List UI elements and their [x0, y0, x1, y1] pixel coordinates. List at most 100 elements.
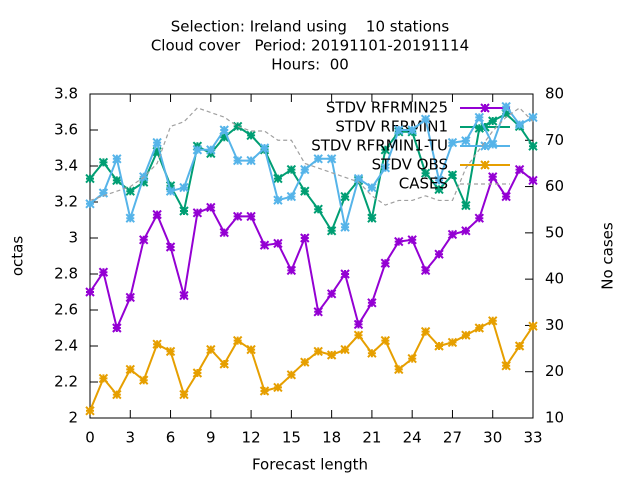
y-tick-label: 3.6 — [54, 121, 78, 139]
legend-label: STDV RFRMIN1-TU — [311, 137, 448, 155]
data-point — [326, 289, 337, 299]
data-point — [461, 330, 471, 340]
data-point — [461, 136, 471, 146]
data-point — [219, 132, 229, 142]
data-point — [313, 204, 323, 214]
data-point — [434, 341, 444, 351]
series-line — [89, 104, 534, 228]
data-point — [461, 226, 471, 236]
data-point — [380, 335, 391, 346]
data-point — [528, 112, 538, 123]
data-point — [85, 287, 95, 297]
data-point — [420, 114, 431, 124]
x-tick-label: 33 — [523, 429, 542, 447]
legend-marker — [480, 160, 490, 170]
data-point — [125, 292, 135, 303]
y2-tick-label: 40 — [545, 270, 564, 288]
data-point — [514, 164, 525, 175]
data-point — [85, 199, 95, 209]
chart-title: Selection: Ireland using 10 stations — [171, 18, 450, 36]
data-point — [179, 389, 189, 400]
data-point — [434, 184, 444, 195]
x-tick-label: 27 — [443, 429, 462, 447]
x-tick-label: 6 — [166, 429, 176, 447]
y-tick-label: 2.4 — [54, 337, 78, 355]
data-point — [488, 316, 498, 326]
series-line — [89, 319, 534, 412]
data-point — [326, 154, 337, 164]
legend-label: STDV RFRMIN1 — [335, 118, 448, 136]
series-line — [89, 168, 534, 332]
data-point — [394, 364, 404, 375]
data-point — [407, 235, 417, 245]
data-point — [340, 269, 350, 279]
data-point — [514, 119, 525, 130]
x-axis-label: Forecast length — [252, 456, 368, 474]
series-line — [89, 107, 534, 206]
data-point — [313, 307, 323, 317]
data-point — [514, 341, 525, 351]
data-point — [367, 182, 377, 193]
data-point — [85, 406, 95, 416]
data-point — [286, 370, 297, 380]
data-point — [447, 229, 458, 240]
y-axis-label: octas — [9, 236, 27, 276]
chart-title: Cloud cover Period: 20191101-20191114 — [151, 37, 469, 55]
data-point — [112, 389, 122, 400]
y-tick-label: 2.8 — [54, 265, 78, 283]
data-point — [98, 188, 109, 198]
data-point — [259, 240, 270, 250]
y2-axis-label: No cases — [599, 222, 617, 290]
data-point — [300, 186, 310, 196]
data-point — [420, 326, 431, 337]
data-point — [367, 298, 377, 308]
data-point — [300, 233, 310, 243]
data-point — [353, 173, 364, 184]
data-point — [488, 172, 498, 182]
y2-tick-label: 80 — [545, 85, 564, 103]
data-point — [434, 249, 444, 259]
plot-frame — [89, 93, 534, 419]
data-point — [152, 209, 162, 220]
data-point — [98, 157, 109, 168]
legend-label: STDV RFRMIN25 — [326, 99, 448, 117]
data-point — [313, 346, 323, 357]
data-point — [353, 319, 364, 330]
data-point — [286, 164, 297, 175]
data-point — [313, 154, 323, 164]
y-tick-label: 2.6 — [54, 301, 78, 319]
data-point — [273, 382, 283, 393]
data-point — [474, 213, 485, 223]
data-point — [273, 195, 283, 205]
data-point — [165, 186, 176, 196]
y-tick-label: 3 — [68, 229, 78, 247]
data-point — [206, 145, 216, 155]
data-point — [232, 335, 243, 346]
data-point — [206, 344, 216, 355]
data-point — [528, 175, 538, 186]
y2-tick-label: 20 — [545, 362, 564, 380]
data-point — [138, 235, 149, 245]
data-point — [85, 173, 95, 184]
data-point — [232, 155, 243, 166]
data-point — [273, 238, 283, 249]
data-point — [165, 346, 176, 357]
data-point — [246, 211, 256, 222]
y-tick-label: 3.4 — [54, 157, 78, 175]
data-point — [112, 323, 122, 333]
legend-label: STDV OBS — [372, 156, 448, 174]
data-point — [340, 222, 350, 232]
data-point — [232, 211, 243, 222]
data-point — [273, 173, 283, 184]
data-point — [488, 116, 498, 126]
data-point — [192, 208, 203, 218]
data-point — [138, 375, 149, 385]
y-tick-label: 3.2 — [54, 193, 78, 211]
data-point — [219, 227, 229, 238]
data-point — [394, 125, 404, 135]
data-point — [340, 344, 350, 355]
data-point — [380, 145, 391, 155]
data-point — [474, 323, 485, 333]
data-point — [125, 186, 135, 196]
